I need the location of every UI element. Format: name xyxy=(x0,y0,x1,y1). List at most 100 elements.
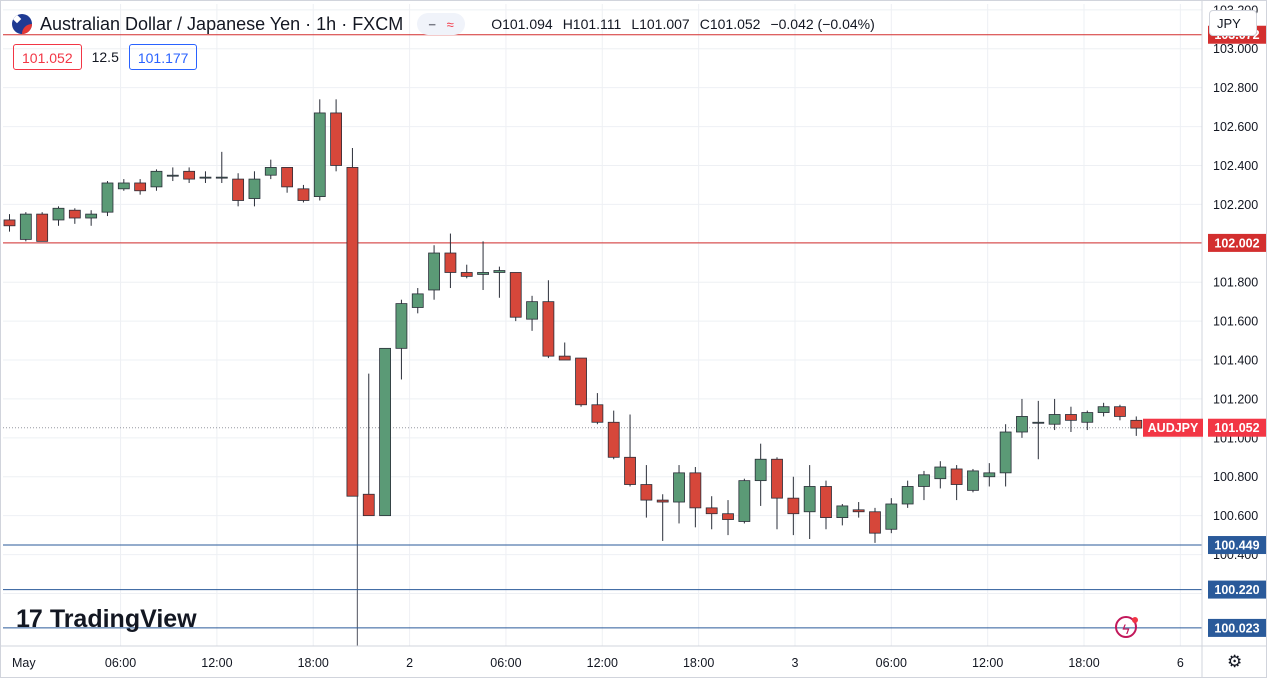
candle-body xyxy=(640,484,653,501)
lightning-icon[interactable]: ϟ xyxy=(1115,616,1137,638)
wave-icon[interactable]: ≈ xyxy=(446,16,454,32)
low-value: L101.007 xyxy=(631,16,690,32)
symbol-title[interactable]: Australian Dollar / Japanese Yen · 1h · … xyxy=(40,13,404,34)
x-tick-label: 12:00 xyxy=(972,656,1003,670)
current-price-label: 101.052 xyxy=(1214,421,1259,435)
candle-body xyxy=(1065,414,1077,421)
x-tick-label: 2 xyxy=(406,656,413,670)
horizontal-lines xyxy=(3,34,1202,646)
candle-body xyxy=(885,503,898,530)
candle-body xyxy=(199,176,212,179)
candle-body xyxy=(379,347,391,517)
buy-button[interactable]: 101.177 xyxy=(128,44,198,70)
candle-body xyxy=(101,182,114,213)
price-label: 100.220 xyxy=(1214,583,1259,597)
candle-body xyxy=(134,182,147,192)
candle-body xyxy=(918,474,930,487)
candle-body xyxy=(673,472,685,503)
candle-body xyxy=(689,472,702,509)
candle-body xyxy=(36,213,49,242)
indicator-pill[interactable]: − ≈ xyxy=(417,13,466,35)
y-tick-label: 100.800 xyxy=(1213,470,1258,484)
candle-body xyxy=(493,270,506,273)
chart-header: Australian Dollar / Japanese Yen · 1h · … xyxy=(12,10,875,38)
close-value: C101.052 xyxy=(699,16,761,32)
tradingview-logo[interactable]: 17 TradingView xyxy=(16,605,197,634)
x-tick-label: 12:00 xyxy=(201,656,232,670)
candle-body xyxy=(477,272,489,275)
current-price-label-bg xyxy=(1208,418,1266,437)
y-tick-label: 101.800 xyxy=(1213,276,1258,290)
y-tick-label: 102.600 xyxy=(1213,120,1258,134)
candle-body xyxy=(411,293,424,308)
candle-body xyxy=(999,431,1012,474)
candle-body xyxy=(705,507,718,515)
candle-body xyxy=(1032,421,1045,424)
candle-body xyxy=(526,301,538,320)
candle-body xyxy=(967,470,979,491)
y-tick-label: 101.200 xyxy=(1213,392,1258,406)
candle-body xyxy=(150,170,163,188)
candle-body xyxy=(215,176,228,179)
candle-body xyxy=(248,178,261,199)
candle-body xyxy=(934,466,947,480)
y-tick-label: 102.800 xyxy=(1213,81,1258,95)
candle-body xyxy=(117,182,130,190)
candle-body xyxy=(509,272,522,318)
x-tick-label: 06:00 xyxy=(876,656,907,670)
x-tick-label: 3 xyxy=(791,656,798,670)
candle-body xyxy=(1097,406,1110,413)
y-tick-label: 102.400 xyxy=(1213,159,1258,173)
candle-body xyxy=(264,167,277,176)
price-label-bg xyxy=(1208,580,1266,599)
candle-body xyxy=(166,174,179,177)
candle-body xyxy=(232,178,245,201)
candle-body xyxy=(346,167,359,497)
y-tick-label: 103.000 xyxy=(1213,42,1258,56)
candle-body xyxy=(297,188,310,201)
currency-select[interactable]: JPY xyxy=(1209,10,1257,36)
candle-body xyxy=(52,207,65,221)
tradingview-logo-icon: 17 xyxy=(16,605,43,633)
candle-body xyxy=(901,486,914,505)
candle-body xyxy=(950,468,963,485)
notification-dot xyxy=(1132,617,1138,623)
spread-value: 12.5 xyxy=(91,49,119,65)
sell-button[interactable]: 101.052 xyxy=(13,44,82,70)
candle-body xyxy=(1048,414,1061,425)
candles xyxy=(3,99,1143,543)
candle-body xyxy=(281,167,294,188)
candle-body xyxy=(313,112,326,198)
price-labels: 103.072102.002100.449100.220100.023AUDJP… xyxy=(1143,25,1266,637)
symbol-label: AUDJPY xyxy=(1148,421,1199,435)
logo-text: TradingView xyxy=(49,605,197,633)
y-tick-label: 101.600 xyxy=(1213,315,1258,329)
y-tick-label: 101.400 xyxy=(1213,354,1258,368)
candle-body xyxy=(983,472,996,478)
x-tick-label: 18:00 xyxy=(683,656,714,670)
candle-body xyxy=(787,497,800,515)
candle-body xyxy=(362,493,375,517)
candle-body xyxy=(68,209,81,219)
price-label-bg xyxy=(1208,618,1266,637)
minus-icon[interactable]: − xyxy=(428,16,436,32)
candle-body xyxy=(738,480,751,522)
quote-panel: 101.052 12.5 101.177 xyxy=(13,44,198,70)
candle-body xyxy=(607,421,620,458)
candle-body xyxy=(1016,416,1028,433)
candle-body xyxy=(820,486,832,518)
candle-body xyxy=(852,509,865,513)
price-label-bg xyxy=(1208,536,1266,555)
y-tick-label: 102.200 xyxy=(1213,198,1258,212)
x-tick-label: 18:00 xyxy=(1068,656,1099,670)
candle-body xyxy=(330,112,343,166)
candle-body xyxy=(1114,406,1126,417)
x-tick-label: May xyxy=(12,656,36,670)
candle-body xyxy=(395,303,408,349)
candle-body xyxy=(575,357,587,406)
x-tick-label: 06:00 xyxy=(105,656,136,670)
ohlc-readout: O101.094 H101.111 L101.007 C101.052 −0.0… xyxy=(491,16,875,32)
gear-icon[interactable]: ⚙ xyxy=(1227,652,1243,671)
